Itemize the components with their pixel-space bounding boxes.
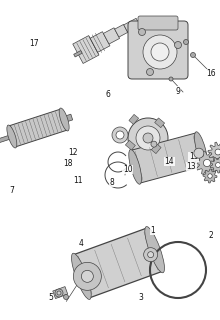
Text: 15: 15 — [189, 152, 198, 161]
Circle shape — [128, 118, 168, 158]
Polygon shape — [124, 18, 140, 32]
Text: 3: 3 — [138, 293, 143, 302]
Text: 13: 13 — [187, 162, 196, 171]
Polygon shape — [90, 32, 110, 52]
Text: 4: 4 — [79, 239, 84, 248]
Circle shape — [144, 248, 158, 262]
Circle shape — [136, 126, 160, 150]
Circle shape — [55, 289, 63, 297]
Ellipse shape — [145, 227, 165, 273]
Polygon shape — [0, 135, 13, 143]
Polygon shape — [73, 228, 163, 298]
Polygon shape — [63, 114, 73, 122]
Circle shape — [81, 270, 93, 282]
Text: 7: 7 — [10, 186, 15, 195]
FancyBboxPatch shape — [138, 16, 178, 30]
FancyBboxPatch shape — [128, 21, 188, 79]
Text: 10: 10 — [123, 165, 132, 174]
Bar — [151, 144, 161, 154]
Circle shape — [147, 68, 154, 76]
Circle shape — [57, 291, 61, 295]
Polygon shape — [73, 36, 99, 63]
Bar — [125, 140, 135, 150]
Text: 16: 16 — [206, 69, 216, 78]
Circle shape — [73, 262, 101, 290]
Circle shape — [183, 39, 189, 44]
Polygon shape — [53, 287, 68, 299]
Text: 5: 5 — [48, 293, 53, 302]
Polygon shape — [195, 151, 219, 175]
Polygon shape — [74, 51, 82, 57]
Circle shape — [64, 294, 68, 300]
Circle shape — [174, 42, 182, 49]
Text: 12: 12 — [68, 148, 77, 156]
Text: 1: 1 — [150, 226, 155, 235]
Circle shape — [151, 43, 169, 61]
Text: 11: 11 — [73, 176, 83, 185]
Circle shape — [204, 159, 211, 167]
Polygon shape — [210, 157, 220, 173]
Circle shape — [139, 28, 145, 36]
Ellipse shape — [7, 125, 17, 148]
Text: 14: 14 — [165, 157, 174, 166]
Polygon shape — [103, 28, 120, 44]
Circle shape — [191, 52, 196, 58]
Bar — [129, 114, 139, 124]
Polygon shape — [131, 133, 205, 183]
Ellipse shape — [194, 132, 207, 167]
Polygon shape — [115, 24, 128, 37]
Circle shape — [116, 131, 124, 139]
Circle shape — [151, 141, 157, 147]
Ellipse shape — [129, 149, 141, 184]
Circle shape — [143, 133, 153, 143]
Text: 17: 17 — [29, 39, 39, 48]
Circle shape — [169, 77, 173, 81]
Text: 2: 2 — [209, 231, 214, 240]
Ellipse shape — [59, 108, 69, 131]
Polygon shape — [208, 142, 220, 162]
Circle shape — [208, 174, 212, 178]
Circle shape — [143, 35, 177, 69]
Circle shape — [194, 148, 204, 158]
Circle shape — [216, 163, 220, 167]
Circle shape — [215, 149, 220, 155]
Circle shape — [112, 127, 128, 143]
Text: 18: 18 — [63, 159, 73, 168]
Text: 6: 6 — [105, 90, 110, 99]
Polygon shape — [203, 169, 217, 183]
Text: 9: 9 — [176, 87, 181, 96]
Bar — [155, 118, 165, 128]
Ellipse shape — [72, 253, 91, 300]
Polygon shape — [8, 109, 68, 147]
Text: 8: 8 — [110, 178, 115, 187]
Circle shape — [148, 252, 154, 258]
